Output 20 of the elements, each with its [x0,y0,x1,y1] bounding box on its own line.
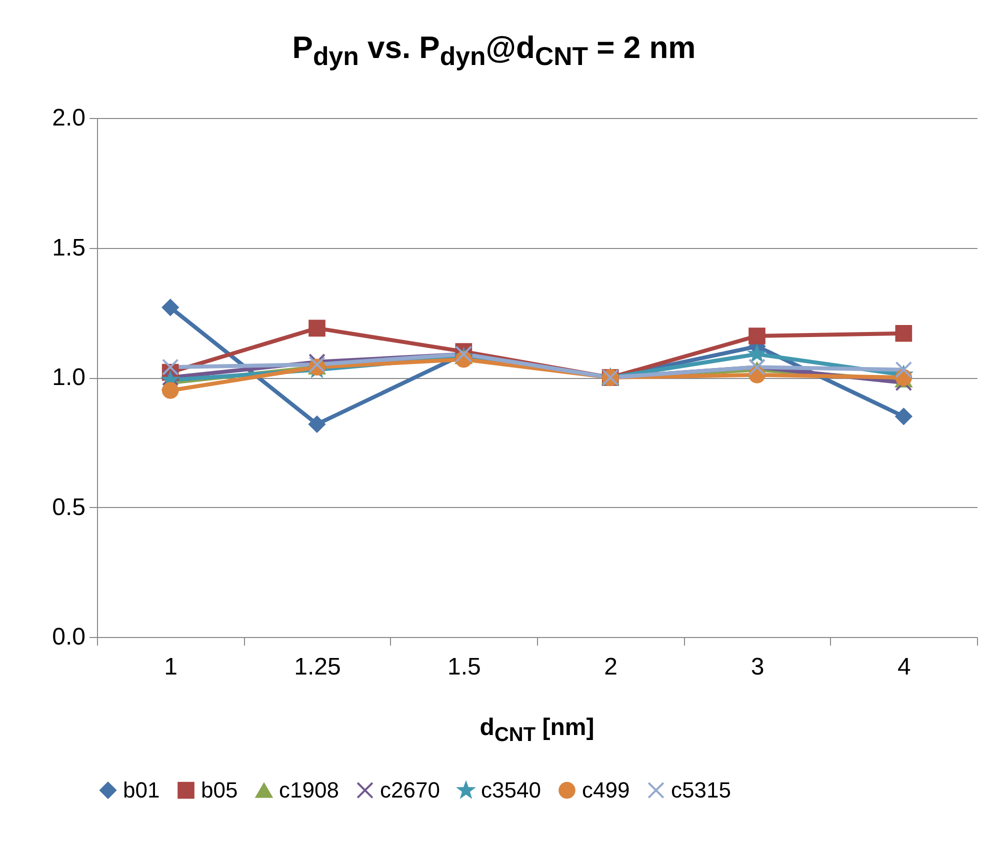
x-tick-label: 1.25 [294,654,341,680]
x-axis-title: d$_{CNT}$ [nm] [478,714,596,747]
x-tick-label: 4 [897,654,911,680]
legend-label: c3540 [481,778,541,802]
y-tick-label: 2.0 [52,104,86,132]
legend-label: c5315 [671,777,731,802]
y-tick-label: 1.0 [52,364,86,391]
y-tick-label: 1.5 [52,234,86,262]
legend-label: c1908 [279,778,339,802]
y-tick-label: 0.5 [52,494,86,521]
legend-label: b01 [123,777,160,802]
x-tick-label: 1 [164,654,178,680]
x-tick-label: 2 [604,654,618,680]
chart-title: P$_{dyn}$ vs. P$_{dyn}$@d$_{CNT}$ = 2 nm [291,30,697,72]
x-tick-label: 1.5 [447,654,481,680]
y-tick-label: 0.0 [52,624,86,650]
legend-label: b05 [201,777,238,802]
legend-label: c2670 [380,777,440,802]
x-tick-label: 3 [750,654,764,680]
legend-label: c499 [582,777,630,802]
